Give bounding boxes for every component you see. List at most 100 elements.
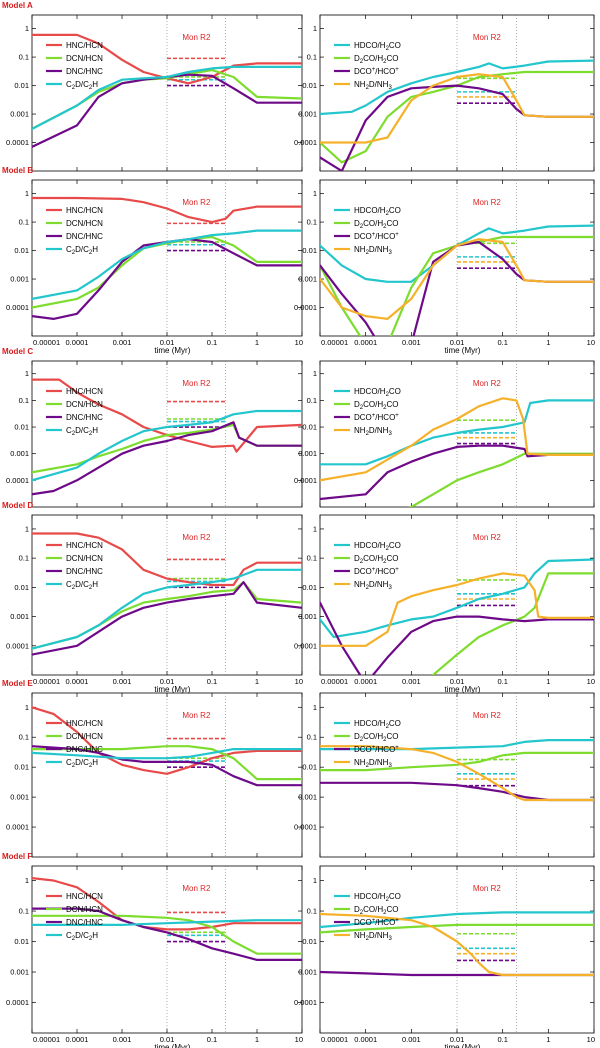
series-line-nh2d-nh3 — [320, 73, 594, 144]
mon-r2-label: Mon R2 — [473, 884, 502, 893]
x-tick-label: 0.01 — [160, 1035, 175, 1044]
x-axis-label: time (Myr) — [444, 346, 480, 355]
y-tick-label: 0.0001 — [294, 998, 317, 1007]
legend-entry-dnc-hnc: DNC/HNC — [66, 567, 103, 576]
y-tick-label: 0.1 — [307, 396, 317, 405]
x-tick-label: 1 — [546, 677, 550, 686]
mon-r2-label: Mon R2 — [182, 711, 211, 720]
y-tick-label: 0.1 — [19, 396, 29, 405]
series-line-dnc-hnc — [32, 421, 302, 496]
legend-entry-dco-hco: DCO+/HCO+ — [354, 232, 399, 241]
chart-panel-3: 1 0.1 0.01 0.001 0.0001 0.00001 0.0001 0.001 0.0… — [2, 166, 303, 355]
y-tick-label: 1 — [25, 524, 29, 533]
x-tick-label: 0.00001 — [321, 338, 348, 347]
x-tick-label: 0.001 — [402, 338, 421, 347]
series-line-hdco-h2co — [320, 739, 594, 751]
y-tick-label: 1 — [313, 524, 317, 533]
legend-entry-d2co-h2co: D2CO/H2CO — [354, 732, 398, 743]
y-tick-label: 0.1 — [307, 218, 317, 227]
x-axis-label: time (Myr) — [154, 1043, 190, 1048]
x-tick-label: 10 — [295, 1035, 303, 1044]
x-tick-label: 0.1 — [497, 1035, 507, 1044]
y-tick-label: 0.001 — [298, 968, 317, 977]
y-tick-label: 0.1 — [19, 53, 29, 62]
legend-entry-c2d-c2h: C2D/C2H — [66, 426, 98, 437]
y-tick-label: 0.001 — [10, 449, 29, 458]
legend-entry-d2co-h2co: D2CO/H2CO — [354, 905, 398, 916]
series-line-hdco-h2co — [320, 911, 594, 929]
chart-panel-4: 1 0.1 0.01 0.001 0.0001 0.00001 0.0001 0.001 0.0… — [294, 179, 595, 355]
legend-entry-dco-hco: DCO+/HCO+ — [354, 413, 399, 422]
y-tick-label: 0.0001 — [6, 476, 29, 485]
legend-entry-nh2d-nh3: NH2D/NH3 — [354, 245, 392, 256]
mon-r2-label: Mon R2 — [182, 533, 211, 542]
legend-entry-hnc-hcn: HNC/HCN — [66, 541, 103, 550]
series-line-hnc-hcn — [32, 532, 302, 587]
x-tick-label: 0.001 — [113, 1035, 132, 1044]
legend-entry-dcn-hcn: DCN/HCN — [66, 732, 103, 741]
x-tick-label: 0.00001 — [33, 1035, 60, 1044]
mon-r2-label: Mon R2 — [473, 33, 502, 42]
y-tick-label: 0.0001 — [294, 303, 317, 312]
y-tick-label: 0.001 — [10, 612, 29, 621]
legend-entry-dcn-hcn: DCN/HCN — [66, 554, 103, 563]
y-tick-label: 0.0001 — [6, 138, 29, 147]
chart-panel-9: 1 0.1 0.01 0.001 0.0001 Model E Mon R2 HNC/HCN D… — [2, 679, 303, 858]
mon-r2-label: Mon R2 — [182, 198, 211, 207]
series-line-dco-hco — [320, 601, 594, 675]
chart-panel-1: 1 0.1 0.01 0.001 0.0001 Model A Mon R2 HNC/HCN D… — [2, 1, 303, 172]
y-tick-label: 1 — [25, 189, 29, 198]
y-tick-label: 1 — [313, 189, 317, 198]
y-tick-label: 0.0001 — [294, 823, 317, 832]
y-tick-label: 1 — [25, 876, 29, 885]
panel-title: Model B — [2, 166, 33, 175]
y-tick-label: 0.1 — [19, 733, 29, 742]
chart-panel-7: 1 0.1 0.01 0.001 0.0001 0.00001 0.0001 0.001 0.0… — [2, 501, 303, 694]
panel-title: Model E — [2, 679, 33, 688]
x-tick-label: 0.01 — [450, 338, 465, 347]
series-line-d2co-h2co — [320, 923, 594, 934]
legend-entry-hdco-h2co: HDCO/H2CO — [354, 892, 401, 903]
x-tick-label: 1 — [255, 338, 259, 347]
x-tick-label: 1 — [255, 677, 259, 686]
legend-entry-dco-hco: DCO+/HCO+ — [354, 67, 399, 76]
y-tick-label: 1 — [25, 369, 29, 378]
legend-entry-dco-hco: DCO+/HCO+ — [354, 918, 399, 927]
series-line-dcn-hcn — [32, 235, 302, 309]
legend-entry-dco-hco: DCO+/HCO+ — [354, 567, 399, 576]
panel-title: Model C — [2, 347, 33, 356]
x-tick-label: 0.1 — [497, 677, 507, 686]
y-tick-label: 0.1 — [19, 907, 29, 916]
series-line-d2co-h2co — [409, 452, 594, 507]
legend-entry-dcn-hcn: DCN/HCN — [66, 400, 103, 409]
y-tick-label: 0.0001 — [6, 823, 29, 832]
legend-entry-hnc-hcn: HNC/HCN — [66, 41, 103, 50]
y-tick-label: 0.0001 — [294, 138, 317, 147]
series-line-c2d-c2h — [32, 65, 302, 130]
legend-entry-dcn-hcn: DCN/HCN — [66, 219, 103, 228]
series-line-hnc-hcn — [32, 196, 302, 224]
x-tick-label: 0.001 — [113, 677, 132, 686]
chart-panel-5: 1 0.1 0.01 0.001 0.0001 Model C Mon R2 HNC/HCN D… — [2, 347, 303, 508]
y-tick-label: 0.01 — [14, 763, 29, 772]
x-axis-label: time (Myr) — [444, 1043, 480, 1048]
chart-panel-6: 1 0.1 0.01 0.001 0.0001 Mon R2 HDCO/H2CO D2CO/H… — [294, 360, 595, 508]
x-tick-label: 0.0001 — [354, 677, 377, 686]
legend-entry-nh2d-nh3: NH2D/NH3 — [354, 426, 392, 437]
y-tick-label: 1 — [25, 24, 29, 33]
legend-entry-c2d-c2h: C2D/C2H — [66, 931, 98, 942]
x-tick-label: 1 — [546, 1035, 550, 1044]
mon-r2-label: Mon R2 — [473, 533, 502, 542]
x-axis-label: time (Myr) — [154, 346, 190, 355]
legend-entry-dnc-hnc: DNC/HNC — [66, 745, 103, 754]
series-line-hnc-hcn — [32, 706, 302, 775]
y-tick-label: 0.01 — [302, 583, 317, 592]
y-tick-label: 0.01 — [14, 423, 29, 432]
x-tick-label: 0.1 — [207, 1035, 217, 1044]
x-axis-label: time (Myr) — [444, 685, 480, 694]
y-tick-label: 1 — [313, 369, 317, 378]
x-tick-label: 0.001 — [402, 1035, 421, 1044]
legend-entry-d2co-h2co: D2CO/H2CO — [354, 554, 398, 565]
y-tick-label: 0.1 — [307, 554, 317, 563]
series-line-hdco-h2co — [320, 558, 594, 639]
